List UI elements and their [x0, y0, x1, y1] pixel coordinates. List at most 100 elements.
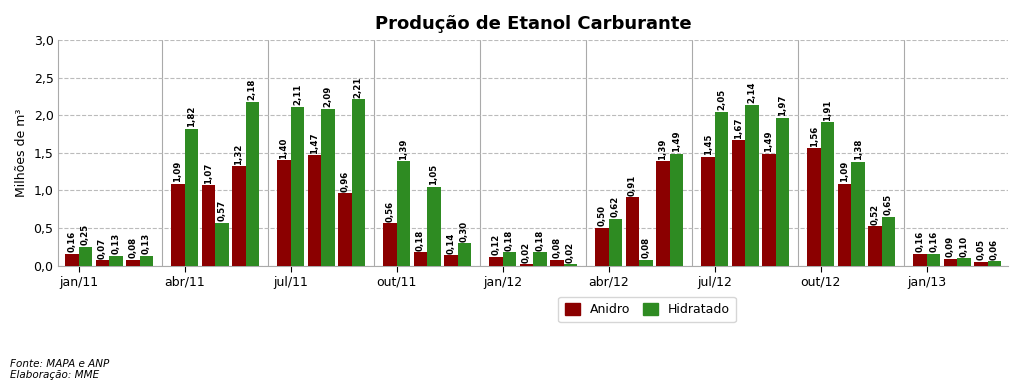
Text: 0,02: 0,02 — [566, 242, 575, 263]
Bar — [502, 252, 517, 266]
Text: 2,11: 2,11 — [293, 84, 302, 106]
Text: 0,52: 0,52 — [871, 204, 880, 225]
Bar — [656, 161, 670, 266]
Text: 0,62: 0,62 — [611, 196, 620, 217]
Text: 1,05: 1,05 — [430, 164, 439, 185]
Bar — [670, 154, 683, 266]
Text: 1,45: 1,45 — [704, 134, 713, 155]
Text: 1,49: 1,49 — [672, 131, 681, 152]
Bar — [109, 256, 123, 266]
Bar — [958, 258, 971, 266]
Bar — [444, 255, 457, 266]
Text: 1,09: 1,09 — [174, 161, 182, 182]
Bar — [914, 253, 927, 266]
Bar — [139, 256, 153, 266]
Bar — [851, 162, 864, 266]
Bar — [202, 185, 215, 266]
Bar — [974, 262, 988, 266]
Bar — [171, 184, 185, 266]
Text: 2,18: 2,18 — [248, 79, 257, 100]
Bar — [384, 223, 397, 266]
Text: 0,08: 0,08 — [641, 237, 651, 258]
Text: 0,56: 0,56 — [386, 201, 395, 222]
Bar — [882, 217, 895, 266]
Bar — [457, 243, 472, 266]
Bar — [520, 264, 533, 266]
Bar — [277, 161, 291, 266]
Text: 0,12: 0,12 — [491, 234, 500, 255]
Bar — [126, 260, 139, 266]
Bar — [215, 223, 229, 266]
Text: 0,05: 0,05 — [977, 239, 985, 260]
Text: 0,25: 0,25 — [81, 224, 90, 245]
Bar — [869, 227, 882, 266]
Text: 1,07: 1,07 — [204, 162, 213, 184]
Bar — [428, 187, 441, 266]
Text: 1,49: 1,49 — [764, 131, 773, 152]
Bar — [807, 148, 820, 266]
Bar — [715, 111, 728, 266]
Bar — [626, 197, 639, 266]
Bar — [185, 129, 198, 266]
Bar — [927, 253, 940, 266]
Bar — [762, 154, 775, 266]
Bar — [79, 247, 92, 266]
Text: 0,18: 0,18 — [535, 229, 544, 250]
Bar — [702, 157, 715, 266]
Text: 1,82: 1,82 — [187, 106, 196, 127]
Bar — [595, 228, 609, 266]
Bar — [321, 109, 335, 266]
Bar — [291, 107, 304, 266]
Bar — [489, 257, 502, 266]
Y-axis label: Milhões de m³: Milhões de m³ — [15, 109, 28, 197]
Text: 0,16: 0,16 — [916, 231, 925, 252]
Text: 0,57: 0,57 — [218, 200, 226, 221]
Text: 1,91: 1,91 — [824, 99, 832, 121]
Text: 0,50: 0,50 — [597, 205, 607, 227]
Bar — [775, 118, 789, 266]
Text: 0,18: 0,18 — [416, 229, 425, 250]
Text: 1,38: 1,38 — [853, 139, 862, 161]
Bar — [550, 260, 564, 266]
Text: 1,67: 1,67 — [733, 117, 743, 139]
Text: 2,14: 2,14 — [748, 82, 757, 103]
Text: 2,09: 2,09 — [323, 86, 332, 107]
Text: 0,16: 0,16 — [929, 231, 938, 252]
Bar — [413, 252, 428, 266]
Bar — [95, 260, 109, 266]
Text: 0,09: 0,09 — [946, 236, 955, 257]
Bar — [232, 166, 246, 266]
Text: 1,40: 1,40 — [279, 137, 288, 159]
Bar — [352, 99, 365, 266]
Bar — [65, 253, 79, 266]
Text: 1,56: 1,56 — [809, 126, 818, 147]
Bar — [838, 184, 851, 266]
Text: Fonte: MAPA e ANP
Elaboração: MME: Fonte: MAPA e ANP Elaboração: MME — [10, 359, 109, 380]
Text: 0,08: 0,08 — [128, 237, 137, 258]
Bar — [731, 140, 746, 266]
Text: 0,18: 0,18 — [505, 229, 514, 250]
Bar — [246, 102, 259, 266]
Text: 0,65: 0,65 — [884, 194, 893, 215]
Text: 1,32: 1,32 — [234, 144, 243, 165]
Bar — [609, 219, 622, 266]
Text: 1,97: 1,97 — [777, 94, 787, 116]
Text: 0,06: 0,06 — [990, 238, 999, 260]
Bar — [639, 260, 653, 266]
Bar — [988, 261, 1002, 266]
Bar — [746, 105, 759, 266]
Bar — [944, 259, 958, 266]
Bar — [308, 155, 321, 266]
Text: 1,47: 1,47 — [310, 132, 319, 154]
Text: 2,05: 2,05 — [717, 89, 726, 110]
Text: 0,07: 0,07 — [98, 238, 106, 259]
Legend: Anidro, Hidratado: Anidro, Hidratado — [559, 297, 736, 323]
Text: 0,96: 0,96 — [341, 170, 349, 192]
Text: 0,02: 0,02 — [522, 242, 531, 263]
Text: 2,21: 2,21 — [354, 76, 363, 98]
Bar — [564, 264, 577, 266]
Bar — [533, 252, 546, 266]
Bar — [820, 122, 835, 266]
Text: 0,30: 0,30 — [460, 220, 469, 242]
Text: 0,10: 0,10 — [960, 235, 969, 257]
